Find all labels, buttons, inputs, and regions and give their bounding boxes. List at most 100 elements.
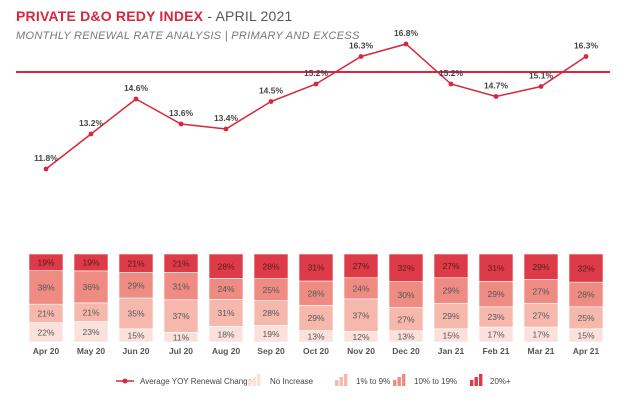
legend-label-no-increase: No Increase xyxy=(270,377,314,386)
bar-value-label: 35% xyxy=(127,309,144,319)
chart-header: PRIVATE D&O REDY INDEX - APRIL 2021 MONT… xyxy=(16,8,608,42)
bar-value-label: 32% xyxy=(397,263,414,273)
line-value-label: 13.6% xyxy=(169,108,194,118)
line-point xyxy=(583,54,589,59)
bar-value-label: 27% xyxy=(352,261,369,271)
bar-value-label: 28% xyxy=(262,308,279,318)
bar-segment-20-plus xyxy=(388,253,424,282)
x-tick-label: Sep 20 xyxy=(257,346,285,356)
x-tick-label: Apr 21 xyxy=(573,346,600,356)
legend-label-20-plus: 20%+ xyxy=(490,377,511,386)
bar-value-label: 11% xyxy=(173,332,190,342)
line-point xyxy=(88,131,94,137)
line-value-label: 16.3% xyxy=(574,41,599,51)
bar-value-label: 31% xyxy=(217,308,234,318)
bar-value-label: 13% xyxy=(397,332,414,342)
bar-value-label: 38% xyxy=(37,283,54,293)
bar-value-label: 29% xyxy=(307,313,324,323)
legend-swatch-10-to-19 xyxy=(397,377,401,386)
bar-value-label: 25% xyxy=(577,313,594,323)
bar-value-label: 28% xyxy=(307,288,324,298)
bar-segment-20-plus xyxy=(118,253,154,273)
line-value-label: 11.8% xyxy=(34,153,58,163)
bar-value-label: 23% xyxy=(82,327,99,337)
bar-value-label: 13% xyxy=(307,332,324,342)
bar-value-label: 21% xyxy=(127,258,144,268)
bar-segment-20-plus xyxy=(28,253,64,272)
legend-swatch-no-increase xyxy=(257,374,261,386)
bar-value-label: 27% xyxy=(532,287,549,297)
bar-segment-20-plus xyxy=(73,253,109,272)
x-tick-label: Mar 21 xyxy=(528,346,555,356)
bar-segment-20-plus xyxy=(568,253,604,283)
stacked-bars: 22% 21% 38% 19% 23% 21% 36% 19% 15% 35% 29% 21% 11% 3… xyxy=(28,253,604,342)
bar-segment-10-to-19 xyxy=(118,272,154,299)
legend-swatch-no-increase xyxy=(252,377,256,386)
line-point xyxy=(538,84,544,89)
bar-segment-20-plus xyxy=(343,253,379,279)
legend-swatch-20-plus xyxy=(474,377,478,386)
line-point xyxy=(313,81,319,87)
bar-value-label: 19% xyxy=(37,258,54,268)
bar-segment-10-to-19 xyxy=(388,281,424,308)
legend-line-marker xyxy=(122,378,128,384)
line-value-label: 14.6% xyxy=(124,83,149,93)
bar-segment-20-plus xyxy=(523,253,559,280)
bar-value-label: 36% xyxy=(82,282,99,292)
bar-value-label: 28% xyxy=(217,261,234,271)
index-name: PRIVATE D&O REDY INDEX xyxy=(16,8,204,24)
bar-value-label: 28% xyxy=(577,290,594,300)
line-point xyxy=(358,54,364,59)
legend-swatch-no-increase xyxy=(248,380,252,386)
bar-value-label: 37% xyxy=(352,310,369,320)
bar-value-label: 37% xyxy=(172,311,189,321)
bar-value-label: 27% xyxy=(532,310,549,320)
header-divider xyxy=(16,71,610,73)
legend-swatch-1-to-9 xyxy=(339,377,343,386)
x-tick-label: May 20 xyxy=(77,346,106,356)
bar-value-label: 28% xyxy=(262,262,279,272)
line-value-label: 15.2% xyxy=(304,68,329,78)
bar-value-label: 32% xyxy=(577,263,594,273)
bar-value-label: 18% xyxy=(217,329,234,339)
bar-value-label: 27% xyxy=(397,314,414,324)
legend-label-1-to-9: 1% to 9% xyxy=(356,377,390,386)
line-value-label: 14.5% xyxy=(259,86,284,96)
bar-value-label: 31% xyxy=(307,263,324,273)
bar-value-label: 30% xyxy=(397,290,414,300)
x-tick-label: Nov 20 xyxy=(347,346,375,356)
legend-swatch-20-plus xyxy=(479,374,483,386)
chart-title: PRIVATE D&O REDY INDEX - APRIL 2021 xyxy=(16,8,608,24)
line-point xyxy=(403,41,409,47)
bar-value-label: 24% xyxy=(217,284,234,294)
line-point xyxy=(223,126,229,132)
line-point xyxy=(268,99,274,104)
bar-value-label: 29% xyxy=(442,286,459,296)
x-axis-labels: Apr 20 May 20 Jun 20 Jul 20 Aug 20 Sep 20 Oct … xyxy=(33,346,600,356)
line-value-label: 13.2% xyxy=(79,118,104,128)
legend-line-label: Average YOY Renewal Change xyxy=(140,377,253,386)
bar-value-label: 15% xyxy=(127,331,144,341)
bar-value-label: 31% xyxy=(487,263,504,273)
legend-swatch-20-plus xyxy=(470,380,474,386)
line-point xyxy=(178,121,184,127)
bar-value-label: 24% xyxy=(352,284,369,294)
x-tick-label: Dec 20 xyxy=(392,346,420,356)
legend: Average YOY Renewal Change No Increase 1% … xyxy=(116,374,511,386)
chart-subtitle: MONTHLY RENEWAL RATE ANALYSIS | PRIMARY … xyxy=(16,30,360,42)
x-tick-label: Jan 21 xyxy=(438,346,465,356)
legend-label-10-to-19: 10% to 19% xyxy=(414,377,457,386)
bar-segment-10-to-19 xyxy=(568,281,604,308)
line-value-label: 16.3% xyxy=(349,41,374,51)
bar-segment-1-to-9 xyxy=(253,300,289,326)
bar-value-label: 21% xyxy=(172,258,189,268)
bar-value-label: 17% xyxy=(532,330,549,340)
bar-value-label: 12% xyxy=(352,332,369,342)
line-value-label: 14.7% xyxy=(484,81,509,91)
bar-segment-10-to-19 xyxy=(298,280,334,306)
bar-value-label: 21% xyxy=(37,309,54,319)
bar-segment-10-to-19 xyxy=(73,270,109,304)
bar-value-label: 23% xyxy=(487,312,504,322)
legend-swatch-1-to-9 xyxy=(344,374,348,386)
